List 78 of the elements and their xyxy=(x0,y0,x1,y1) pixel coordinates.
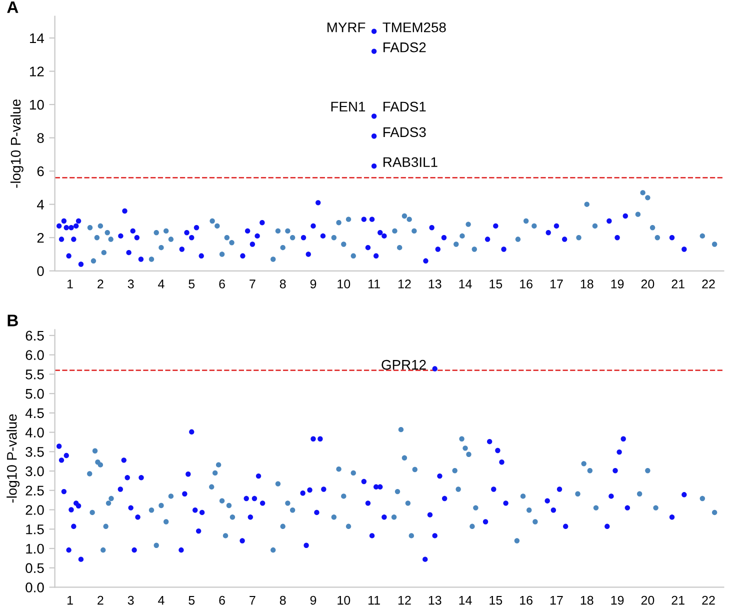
x-tick-label: 4 xyxy=(158,280,164,288)
x-tick-label: 3 xyxy=(128,280,134,288)
annotation: FADS3 xyxy=(384,127,426,138)
y-tick-label: 0 xyxy=(37,266,44,276)
y-tick-label: 12 xyxy=(30,66,44,76)
y-tick-label: 2 xyxy=(37,232,44,243)
x-tick-label: 20 xyxy=(641,596,654,605)
x-tick-label: 13 xyxy=(428,596,442,605)
x-tick-label: 2 xyxy=(98,280,104,288)
x-tick-label: 20 xyxy=(641,280,654,288)
x-tick-label: 13 xyxy=(428,280,442,288)
x-tick-label: 11 xyxy=(368,280,380,288)
annotation: FEN1 xyxy=(331,102,366,112)
x-tick-label: 16 xyxy=(520,596,532,605)
y-tick-label: 1.5 xyxy=(26,524,44,534)
x-tick-label: 14 xyxy=(459,280,472,288)
x-tick-label: 18 xyxy=(580,596,594,605)
x-tick-label: 17 xyxy=(550,280,563,288)
x-tick-label: 22 xyxy=(702,596,715,605)
annotation: FADS2 xyxy=(384,42,426,52)
x-tick-label: 4 xyxy=(158,596,164,605)
x-tick-label: 3 xyxy=(128,596,134,605)
x-tick-label: 19 xyxy=(611,280,624,288)
x-tick-label: 22 xyxy=(702,280,715,288)
x-tick-label: 1 xyxy=(68,596,73,605)
annotation: TMEM258 xyxy=(382,22,446,32)
x-tick-label: 16 xyxy=(520,280,532,288)
y-tick-label: 6 xyxy=(37,166,44,176)
y-tick-label: 1.0 xyxy=(26,544,44,554)
x-tick-label: 5 xyxy=(188,280,195,288)
x-tick-label: 21 xyxy=(672,280,684,288)
y-tick-label: 4 xyxy=(37,200,44,210)
x-tick-label: 15 xyxy=(490,280,502,288)
y-tick-label: 3.5 xyxy=(26,446,44,457)
x-tick-label: 8 xyxy=(280,596,286,605)
x-tick-label: 7 xyxy=(250,280,256,288)
y-tick-label: 6.5 xyxy=(26,330,44,341)
chart-title: B xyxy=(8,314,18,326)
x-tick-label: 2 xyxy=(98,596,104,605)
y-tick-label: 0.0 xyxy=(26,582,44,592)
x-tick-label: 10 xyxy=(338,280,350,288)
x-tick-label: 14 xyxy=(459,596,472,605)
y-tick-label: 10 xyxy=(30,100,44,110)
y-tick-label: 2.0 xyxy=(26,505,44,515)
y-tick-label: 4.0 xyxy=(25,428,44,438)
x-tick-label: 15 xyxy=(490,596,502,605)
chart-title: A xyxy=(7,1,18,13)
x-tick-label: 6 xyxy=(219,596,225,605)
y-tick-label: 3.0 xyxy=(26,466,44,476)
x-tick-label: 1 xyxy=(68,280,73,288)
x-tick-label: 8 xyxy=(280,280,286,288)
x-tick-label: 21 xyxy=(672,596,684,605)
y-tick-label: 14 xyxy=(30,33,44,44)
x-tick-label: 18 xyxy=(580,280,594,288)
x-tick-label: 10 xyxy=(338,596,350,605)
y-tick-label: 0.5 xyxy=(26,563,44,574)
y-axis-title: -log10 P-value xyxy=(10,99,24,188)
y-tick-label: 2.5 xyxy=(26,486,44,496)
annotation: RAB3IL1 xyxy=(384,157,438,168)
y-tick-label: 8 xyxy=(37,133,44,143)
x-tick-label: 11 xyxy=(368,596,380,605)
x-tick-label: 19 xyxy=(611,596,624,605)
y-axis-title: -log10 P-value xyxy=(6,414,20,503)
y-tick-label: 6.0 xyxy=(26,350,44,360)
x-tick-label: 5 xyxy=(188,596,195,605)
y-tick-label: 4.5 xyxy=(25,408,44,418)
y-tick-label: 5.5 xyxy=(26,370,44,380)
annotation: MYRF xyxy=(328,22,366,32)
annotation: FADS1 xyxy=(384,102,426,112)
annotation: GPR12 xyxy=(382,360,426,370)
x-tick-label: 17 xyxy=(550,596,563,605)
x-tick-label: 12 xyxy=(398,596,411,605)
x-tick-label: 7 xyxy=(250,596,256,605)
x-tick-label: 9 xyxy=(310,596,316,605)
x-tick-label: 12 xyxy=(398,280,411,288)
y-tick-label: 5.0 xyxy=(26,388,44,399)
x-tick-label: 9 xyxy=(310,280,316,288)
x-tick-label: 6 xyxy=(219,280,225,288)
